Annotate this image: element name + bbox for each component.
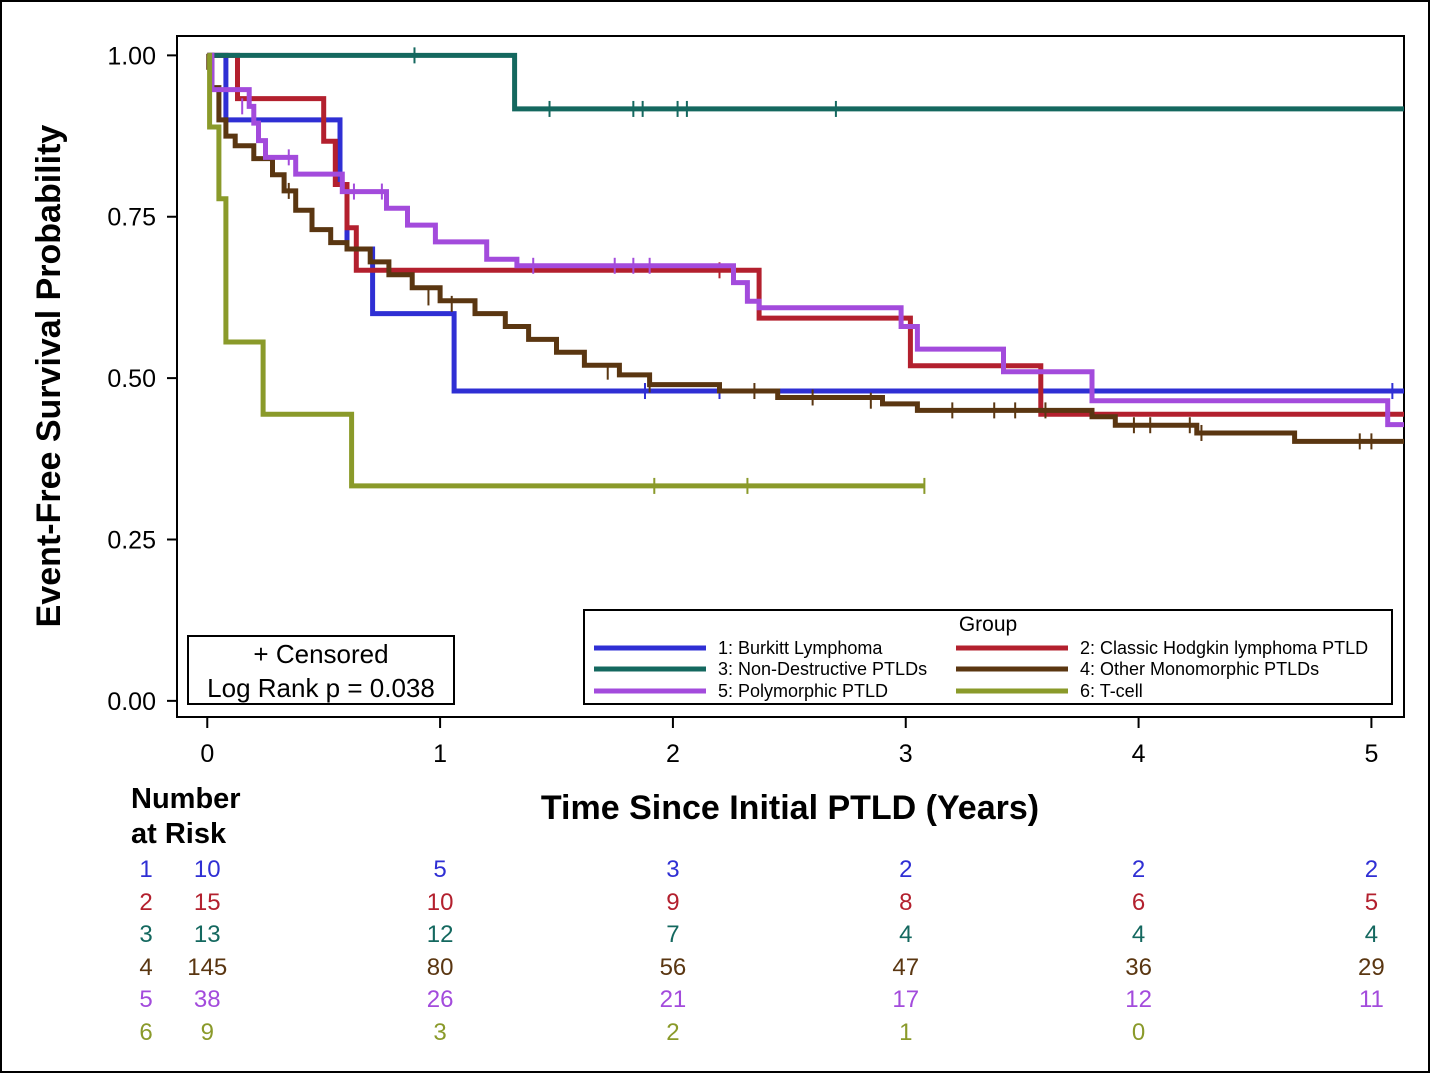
y-tick-label: 0.75 bbox=[107, 204, 156, 232]
survival-curve bbox=[207, 52, 925, 489]
x-tick-label: 5 bbox=[1364, 740, 1378, 768]
risk-count: 5 bbox=[1365, 889, 1378, 916]
y-tick-label: 0.25 bbox=[107, 526, 156, 554]
risk-count: 26 bbox=[427, 986, 454, 1013]
risk-count: 2 bbox=[666, 1019, 679, 1046]
risk-count: 11 bbox=[1359, 986, 1384, 1013]
legend-item: 3: Non-Destructive PTLDs bbox=[594, 659, 927, 679]
censored-label: + Censored bbox=[253, 639, 388, 669]
note-frame bbox=[187, 635, 455, 705]
risk-count: 12 bbox=[1125, 986, 1152, 1013]
risk-count: 47 bbox=[892, 954, 919, 981]
x-tick-label: 4 bbox=[1132, 740, 1146, 768]
survival-curve bbox=[207, 52, 1404, 417]
risk-row-6: 6 9 3 2 1 0 bbox=[139, 1019, 1145, 1046]
risk-row-5: 5 38 26 21 17 12 11 bbox=[139, 986, 1384, 1013]
risk-count: 56 bbox=[660, 954, 687, 981]
series-3 bbox=[207, 47, 1404, 117]
risk-row-4: 4 145 80 56 47 36 29 bbox=[139, 954, 1384, 981]
legend-label: 2: Classic Hodgkin lymphoma PTLD bbox=[1080, 638, 1368, 658]
x-axis: 0 1 2 3 4 5 bbox=[200, 717, 1378, 768]
risk-row-3: 3 13 12 7 4 4 4 bbox=[139, 921, 1378, 948]
risk-group-label: 3 bbox=[139, 921, 152, 948]
risk-count: 5 bbox=[433, 856, 446, 883]
risk-count: 9 bbox=[666, 889, 679, 916]
risk-count: 38 bbox=[194, 986, 221, 1013]
plot-frame bbox=[176, 35, 1405, 718]
risk-count: 29 bbox=[1358, 954, 1385, 981]
survival-curve bbox=[207, 52, 1404, 444]
legend: Group 1: Burkitt Lymphoma 2: Classic Hodg… bbox=[583, 609, 1393, 705]
log-rank-label: Log Rank p = 0.038 bbox=[207, 673, 435, 703]
y-axis: 0.00 0.25 0.50 0.75 1.00 bbox=[107, 42, 177, 716]
risk-group-label: 6 bbox=[139, 1019, 152, 1046]
legend-label: 5: Polymorphic PTLD bbox=[718, 681, 888, 701]
legend-item: 2: Classic Hodgkin lymphoma PTLD bbox=[956, 638, 1368, 658]
risk-count: 6 bbox=[1132, 889, 1145, 916]
legend-frame bbox=[583, 609, 1393, 705]
risk-count: 2 bbox=[1365, 856, 1378, 883]
risk-row-1: 1 10 5 3 2 2 2 bbox=[139, 856, 1378, 883]
risk-group-label: 5 bbox=[139, 986, 152, 1013]
survival-curve bbox=[207, 52, 1404, 112]
series-6 bbox=[207, 52, 926, 494]
risk-count: 13 bbox=[194, 921, 221, 948]
y-tick-label: 1.00 bbox=[107, 42, 156, 70]
legend-item: 1: Burkitt Lymphoma bbox=[594, 638, 883, 658]
legend-label: 3: Non-Destructive PTLDs bbox=[718, 659, 927, 679]
legend-label: 1: Burkitt Lymphoma bbox=[718, 638, 883, 658]
risk-count: 0 bbox=[1132, 1019, 1145, 1046]
risk-row-2: 2 15 10 9 8 6 5 bbox=[139, 889, 1378, 916]
risk-count: 9 bbox=[201, 1019, 214, 1046]
number-at-risk-table: Number at Risk 1 10 5 3 2 2 22 15 10 9 8 6 53 13 12 7 4 4… bbox=[131, 783, 1385, 1046]
risk-count: 3 bbox=[666, 856, 679, 883]
censor-note-box: + Censored Log Rank p = 0.038 bbox=[187, 635, 455, 705]
legend-label: 4: Other Monomorphic PTLDs bbox=[1080, 659, 1319, 679]
legend-item: 6: T-cell bbox=[956, 681, 1143, 701]
legend-title: Group bbox=[959, 613, 1017, 636]
legend-label: 6: T-cell bbox=[1080, 681, 1143, 701]
legend-item: 5: Polymorphic PTLD bbox=[594, 681, 888, 701]
x-tick-label: 3 bbox=[899, 740, 913, 768]
risk-count: 17 bbox=[892, 986, 919, 1013]
risk-count: 3 bbox=[433, 1019, 446, 1046]
risk-count: 1 bbox=[899, 1019, 912, 1046]
risk-count: 21 bbox=[660, 986, 687, 1013]
series-4 bbox=[206, 52, 1404, 450]
risk-group-label: 4 bbox=[139, 954, 152, 981]
risk-header-line1: Number bbox=[131, 783, 241, 815]
y-axis-title: Event-Free Survival Probability bbox=[30, 125, 68, 628]
risk-group-label: 2 bbox=[139, 889, 152, 916]
risk-count: 80 bbox=[427, 954, 454, 981]
risk-group-label: 1 bbox=[139, 856, 152, 883]
risk-count: 15 bbox=[194, 889, 221, 916]
risk-count: 10 bbox=[427, 889, 454, 916]
risk-count: 10 bbox=[194, 856, 221, 883]
risk-header-line2: at Risk bbox=[131, 818, 227, 850]
legend-item: 4: Other Monomorphic PTLDs bbox=[956, 659, 1319, 679]
series-5 bbox=[207, 52, 1404, 428]
risk-count: 2 bbox=[1132, 856, 1145, 883]
survival-curves bbox=[206, 47, 1404, 494]
risk-count: 2 bbox=[899, 856, 912, 883]
risk-count: 4 bbox=[899, 921, 912, 948]
risk-count: 12 bbox=[427, 921, 454, 948]
x-tick-label: 0 bbox=[200, 740, 214, 768]
x-tick-label: 1 bbox=[433, 740, 447, 768]
risk-count: 7 bbox=[666, 921, 679, 948]
y-tick-label: 0.50 bbox=[107, 365, 156, 393]
risk-count: 4 bbox=[1132, 921, 1145, 948]
x-tick-label: 2 bbox=[666, 740, 680, 768]
risk-count: 145 bbox=[187, 954, 227, 981]
risk-count: 4 bbox=[1365, 921, 1378, 948]
survival-curve bbox=[207, 52, 1404, 428]
risk-count: 36 bbox=[1125, 954, 1152, 981]
x-axis-title: Time Since Initial PTLD (Years) bbox=[541, 789, 1039, 827]
risk-count: 8 bbox=[899, 889, 912, 916]
y-tick-label: 0.00 bbox=[107, 688, 156, 716]
